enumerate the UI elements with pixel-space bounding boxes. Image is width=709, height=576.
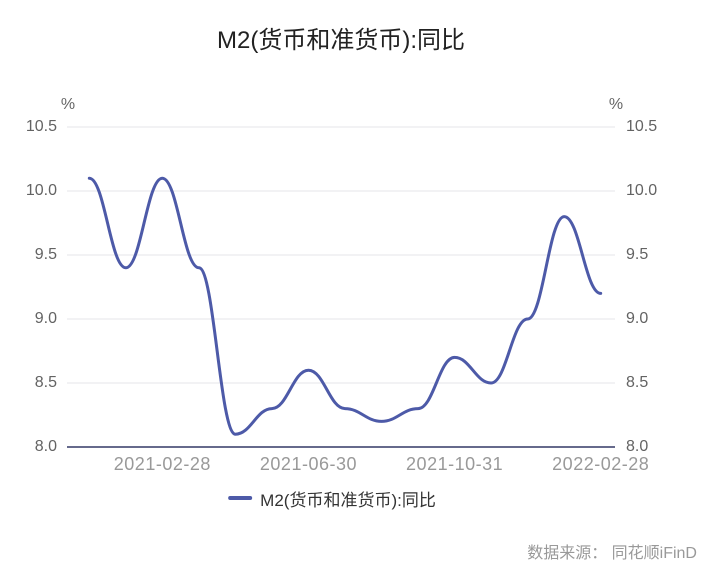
y-axis-label-right: 8.5 (626, 374, 649, 391)
series-line-m2 (87, 176, 603, 436)
legend-label: M2(货币和准货币):同比 (260, 490, 436, 510)
source-note: 数据来源： 同花顺iFinD (527, 545, 697, 562)
y-axis-label-right: 9.0 (626, 310, 649, 327)
x-axis-label: 2021-02-28 (113, 454, 211, 474)
chart-title: M2(货币和准货币):同比 (217, 27, 465, 54)
x-axis-label: 2022-02-28 (552, 454, 650, 474)
y-axis-label-right: 8.0 (626, 438, 649, 455)
y-axis-label-left: 8.5 (34, 374, 57, 391)
y-axis-label-left: 10.0 (25, 182, 57, 199)
y-axis-label-left: 9.0 (34, 310, 57, 327)
y-axis-label-left: 10.5 (25, 118, 57, 135)
y-axis-label-left: 8.0 (34, 438, 57, 455)
x-axis-label: 2021-10-31 (406, 454, 504, 474)
y-axis-unit-left: % (60, 96, 76, 113)
y-axis-label-right: 9.5 (626, 246, 649, 263)
legend-item-m2[interactable]: M2(货币和准货币):同比 (228, 488, 436, 510)
y-axis-label-left: 9.5 (34, 246, 57, 263)
y-axis-unit-right: % (608, 96, 624, 113)
y-axis-label-right: 10.5 (626, 118, 658, 135)
y-axis-label-right: 10.0 (626, 182, 658, 199)
x-axis-label: 2021-06-30 (259, 454, 357, 474)
legend-line-marker (228, 496, 253, 500)
